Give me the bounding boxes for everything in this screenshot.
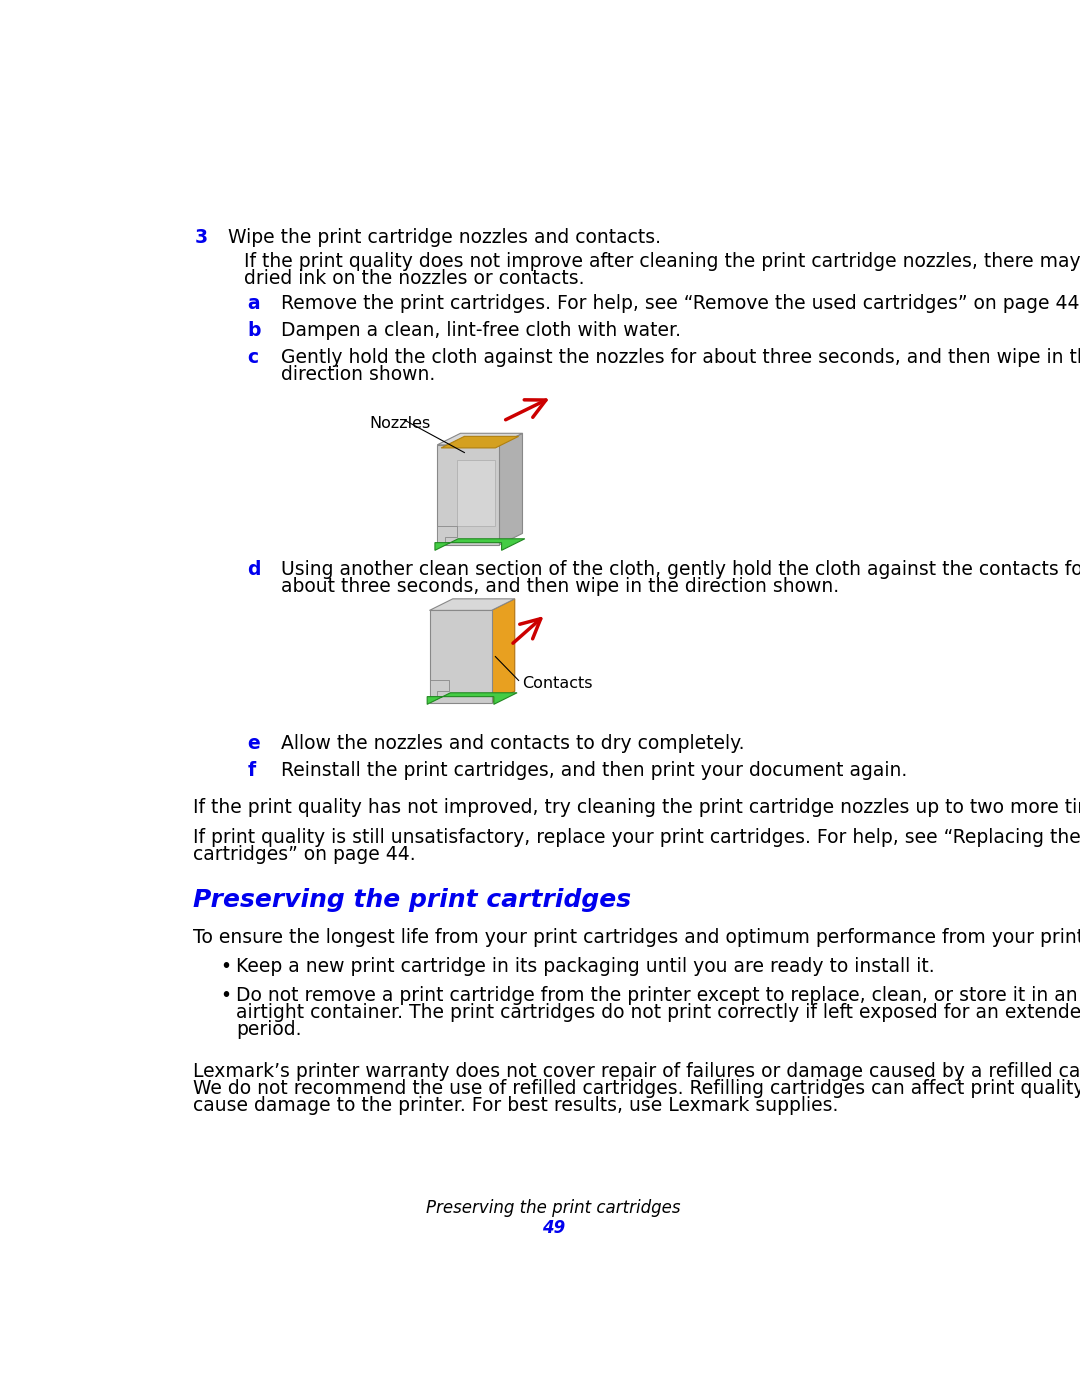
Polygon shape	[437, 433, 523, 444]
Text: direction shown.: direction shown.	[281, 365, 435, 384]
Text: If print quality is still unsatisfactory, replace your print cartridges. For hel: If print quality is still unsatisfactory…	[193, 828, 1080, 848]
Text: d: d	[247, 560, 261, 580]
Text: Keep a new print cartridge in its packaging until you are ready to install it.: Keep a new print cartridge in its packag…	[235, 957, 934, 977]
Text: We do not recommend the use of refilled cartridges. Refilling cartridges can aff: We do not recommend the use of refilled …	[193, 1080, 1080, 1098]
Text: Using another clean section of the cloth, gently hold the cloth against the cont: Using another clean section of the cloth…	[281, 560, 1080, 580]
Text: 3: 3	[194, 228, 207, 247]
Polygon shape	[430, 599, 515, 610]
Text: Do not remove a print cartridge from the printer except to replace, clean, or st: Do not remove a print cartridge from the…	[235, 986, 1078, 1006]
Polygon shape	[499, 433, 523, 545]
Text: airtight container. The print cartridges do not print correctly if left exposed : airtight container. The print cartridges…	[235, 1003, 1080, 1023]
Text: Nozzles: Nozzles	[369, 415, 430, 430]
Text: e: e	[247, 733, 260, 753]
Text: Reinstall the print cartridges, and then print your document again.: Reinstall the print cartridges, and then…	[281, 760, 907, 780]
Polygon shape	[441, 436, 518, 448]
Text: Allow the nozzles and contacts to dry completely.: Allow the nozzles and contacts to dry co…	[281, 733, 744, 753]
Text: To ensure the longest life from your print cartridges and optimum performance fr: To ensure the longest life from your pri…	[193, 928, 1080, 947]
Polygon shape	[457, 460, 496, 525]
Text: Lexmark’s printer warranty does not cover repair of failures or damage caused by: Lexmark’s printer warranty does not cove…	[193, 1062, 1080, 1081]
Text: a: a	[247, 293, 260, 313]
Text: cartridges” on page 44.: cartridges” on page 44.	[193, 845, 416, 865]
Text: period.: period.	[235, 1020, 301, 1039]
Text: 49: 49	[542, 1218, 565, 1236]
Text: f: f	[247, 760, 256, 780]
Text: •: •	[220, 986, 231, 1006]
Polygon shape	[437, 525, 457, 545]
Text: dried ink on the nozzles or contacts.: dried ink on the nozzles or contacts.	[243, 270, 584, 288]
Polygon shape	[491, 599, 515, 703]
Text: cause damage to the printer. For best results, use Lexmark supplies.: cause damage to the printer. For best re…	[193, 1097, 838, 1115]
Text: c: c	[247, 348, 258, 367]
Polygon shape	[428, 693, 517, 704]
Text: b: b	[247, 321, 261, 339]
Text: If the print quality does not improve after cleaning the print cartridge nozzles: If the print quality does not improve af…	[243, 253, 1080, 271]
Polygon shape	[437, 444, 499, 545]
Text: •: •	[220, 957, 231, 977]
Text: about three seconds, and then wipe in the direction shown.: about three seconds, and then wipe in th…	[281, 577, 839, 597]
Text: If the print quality has not improved, try cleaning the print cartridge nozzles : If the print quality has not improved, t…	[193, 798, 1080, 816]
Polygon shape	[430, 680, 449, 698]
Polygon shape	[435, 539, 525, 550]
Text: Preserving the print cartridges: Preserving the print cartridges	[193, 887, 631, 912]
Text: Gently hold the cloth against the nozzles for about three seconds, and then wipe: Gently hold the cloth against the nozzle…	[281, 348, 1080, 367]
Text: Wipe the print cartridge nozzles and contacts.: Wipe the print cartridge nozzles and con…	[228, 228, 661, 247]
Polygon shape	[430, 610, 491, 703]
Text: Remove the print cartridges. For help, see “Remove the used cartridges” on page : Remove the print cartridges. For help, s…	[281, 293, 1080, 313]
Text: Contacts: Contacts	[523, 676, 593, 692]
Text: Dampen a clean, lint-free cloth with water.: Dampen a clean, lint-free cloth with wat…	[281, 321, 680, 339]
Text: Preserving the print cartridges: Preserving the print cartridges	[427, 1200, 680, 1217]
